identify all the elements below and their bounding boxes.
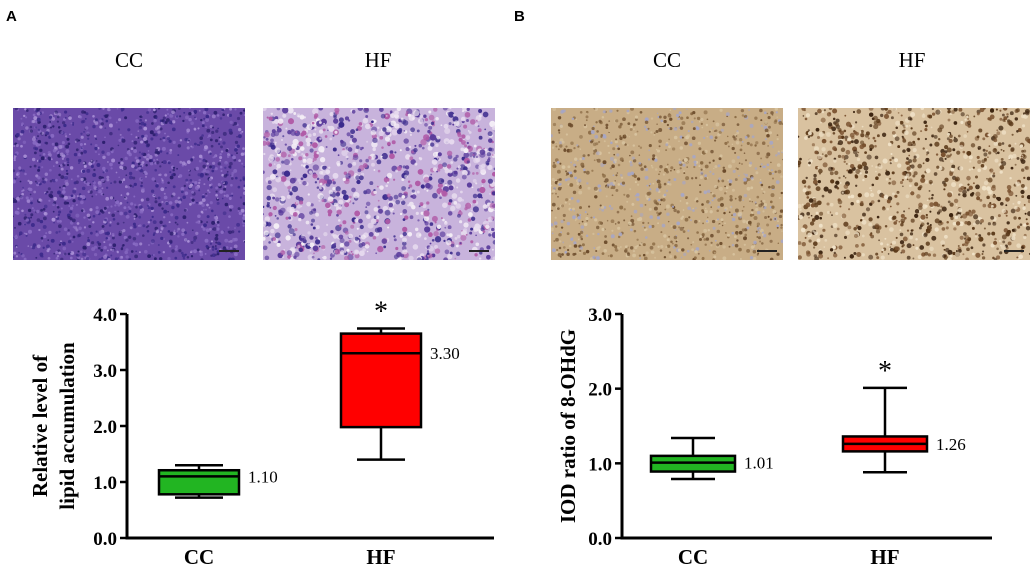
box-hf: 1.26 * <box>841 356 966 474</box>
x-tick-label: CC <box>184 545 214 569</box>
y-tick-label: 0.0 <box>93 529 117 550</box>
panel-b-cc-micrograph <box>551 108 783 260</box>
axes: 0.0 1.0 2.0 3.0 4.0 CC HF <box>93 305 494 569</box>
y-tick-label: 1.0 <box>588 454 612 475</box>
scale-bar <box>757 250 777 252</box>
x-tick-label: HF <box>366 545 395 569</box>
y-axis-label: Relative level of <box>28 354 52 497</box>
y-tick-label: 4.0 <box>93 305 117 326</box>
x-tick-label: CC <box>678 545 708 569</box>
panel-a-cc-micrograph <box>13 108 245 260</box>
y-tick-label: 2.0 <box>588 380 612 401</box>
chart-b-iod-8ohdg: 0.0 1.0 2.0 3.0 CC HF IOD ratio of 8-OHdG 1.01 1… <box>515 290 1030 574</box>
median-value-label: 1.01 <box>744 454 774 473</box>
iqr-box <box>339 332 423 429</box>
scale-bar <box>1004 250 1024 252</box>
scale-bar <box>219 250 239 252</box>
panel-a-letter: A <box>6 8 17 25</box>
median-value-label: 3.30 <box>430 344 460 363</box>
chart-a-lipid-accumulation: 0.0 1.0 2.0 3.0 4.0 CC HF Relative level of lipi… <box>0 290 510 574</box>
y-tick-label: 1.0 <box>93 473 117 494</box>
median-value-label: 1.26 <box>936 435 966 454</box>
panel-a-hf-label: HF <box>364 48 392 72</box>
y-tick-label: 2.0 <box>93 417 117 438</box>
box-cc: 1.01 <box>649 436 774 481</box>
y-tick-label: 3.0 <box>588 305 612 326</box>
box-cc: 1.10 <box>157 463 278 499</box>
x-tick-label: HF <box>870 545 899 569</box>
axes: 0.0 1.0 2.0 3.0 CC HF <box>588 305 992 569</box>
y-tick-label: 0.0 <box>588 529 612 550</box>
scale-bar <box>469 250 489 252</box>
significance-marker: * <box>878 356 892 387</box>
panel-a-hf-micrograph <box>263 108 495 260</box>
panel-b-hf-label: HF <box>898 48 926 72</box>
median-value-label: 1.10 <box>248 467 278 486</box>
iqr-box <box>157 468 241 496</box>
panel-a-cc-label: CC <box>114 48 143 72</box>
panel-b-hf-micrograph <box>798 108 1030 260</box>
y-axis-label: lipid accumulation <box>55 342 79 510</box>
panel-b-cc-label: CC <box>652 48 681 72</box>
box-hf: 3.30 * <box>339 297 460 461</box>
y-tick-label: 3.0 <box>93 361 117 382</box>
y-axis-label: IOD ratio of 8-OHdG <box>556 329 580 523</box>
significance-marker: * <box>374 297 388 328</box>
panel-b-letter: B <box>514 8 525 25</box>
